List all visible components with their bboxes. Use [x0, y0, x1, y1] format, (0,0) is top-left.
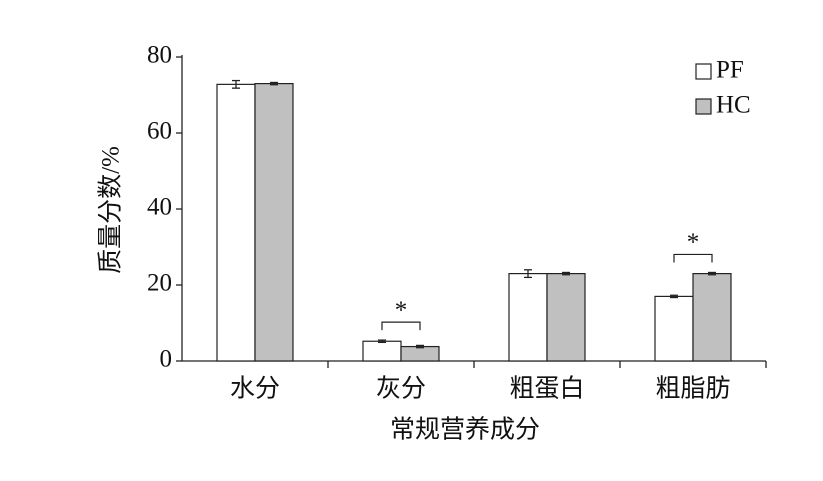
y-tick-label: 80 [147, 42, 172, 69]
legend-swatch [695, 63, 712, 80]
x-axis-title: 常规营养成分 [390, 416, 540, 444]
significance-bracket [673, 253, 713, 263]
bar [692, 273, 732, 362]
y-tick-label: 20 [147, 270, 172, 297]
y-tick-label: 40 [147, 194, 172, 221]
legend-swatch [695, 98, 712, 115]
bar [546, 273, 586, 362]
bar [654, 295, 694, 362]
legend-label: HC [716, 92, 751, 119]
x-tick-label: 粗脂肪 [655, 375, 730, 403]
y-tick-label: 60 [147, 118, 172, 145]
x-tick-label: 灰分 [376, 375, 426, 403]
bar [216, 83, 256, 362]
y-axis-title: 质量分数/% [97, 146, 125, 274]
bar [400, 345, 440, 362]
bar [254, 82, 294, 362]
x-tick-label: 水分 [230, 375, 280, 403]
y-tick-label: 0 [160, 346, 173, 373]
bar [362, 340, 402, 362]
x-tick-label: 粗蛋白 [509, 375, 584, 403]
legend-label: PF [716, 57, 744, 84]
significance-bracket [381, 321, 421, 331]
significance-label: * [687, 229, 700, 256]
significance-label: * [395, 297, 408, 324]
bar [508, 273, 548, 362]
